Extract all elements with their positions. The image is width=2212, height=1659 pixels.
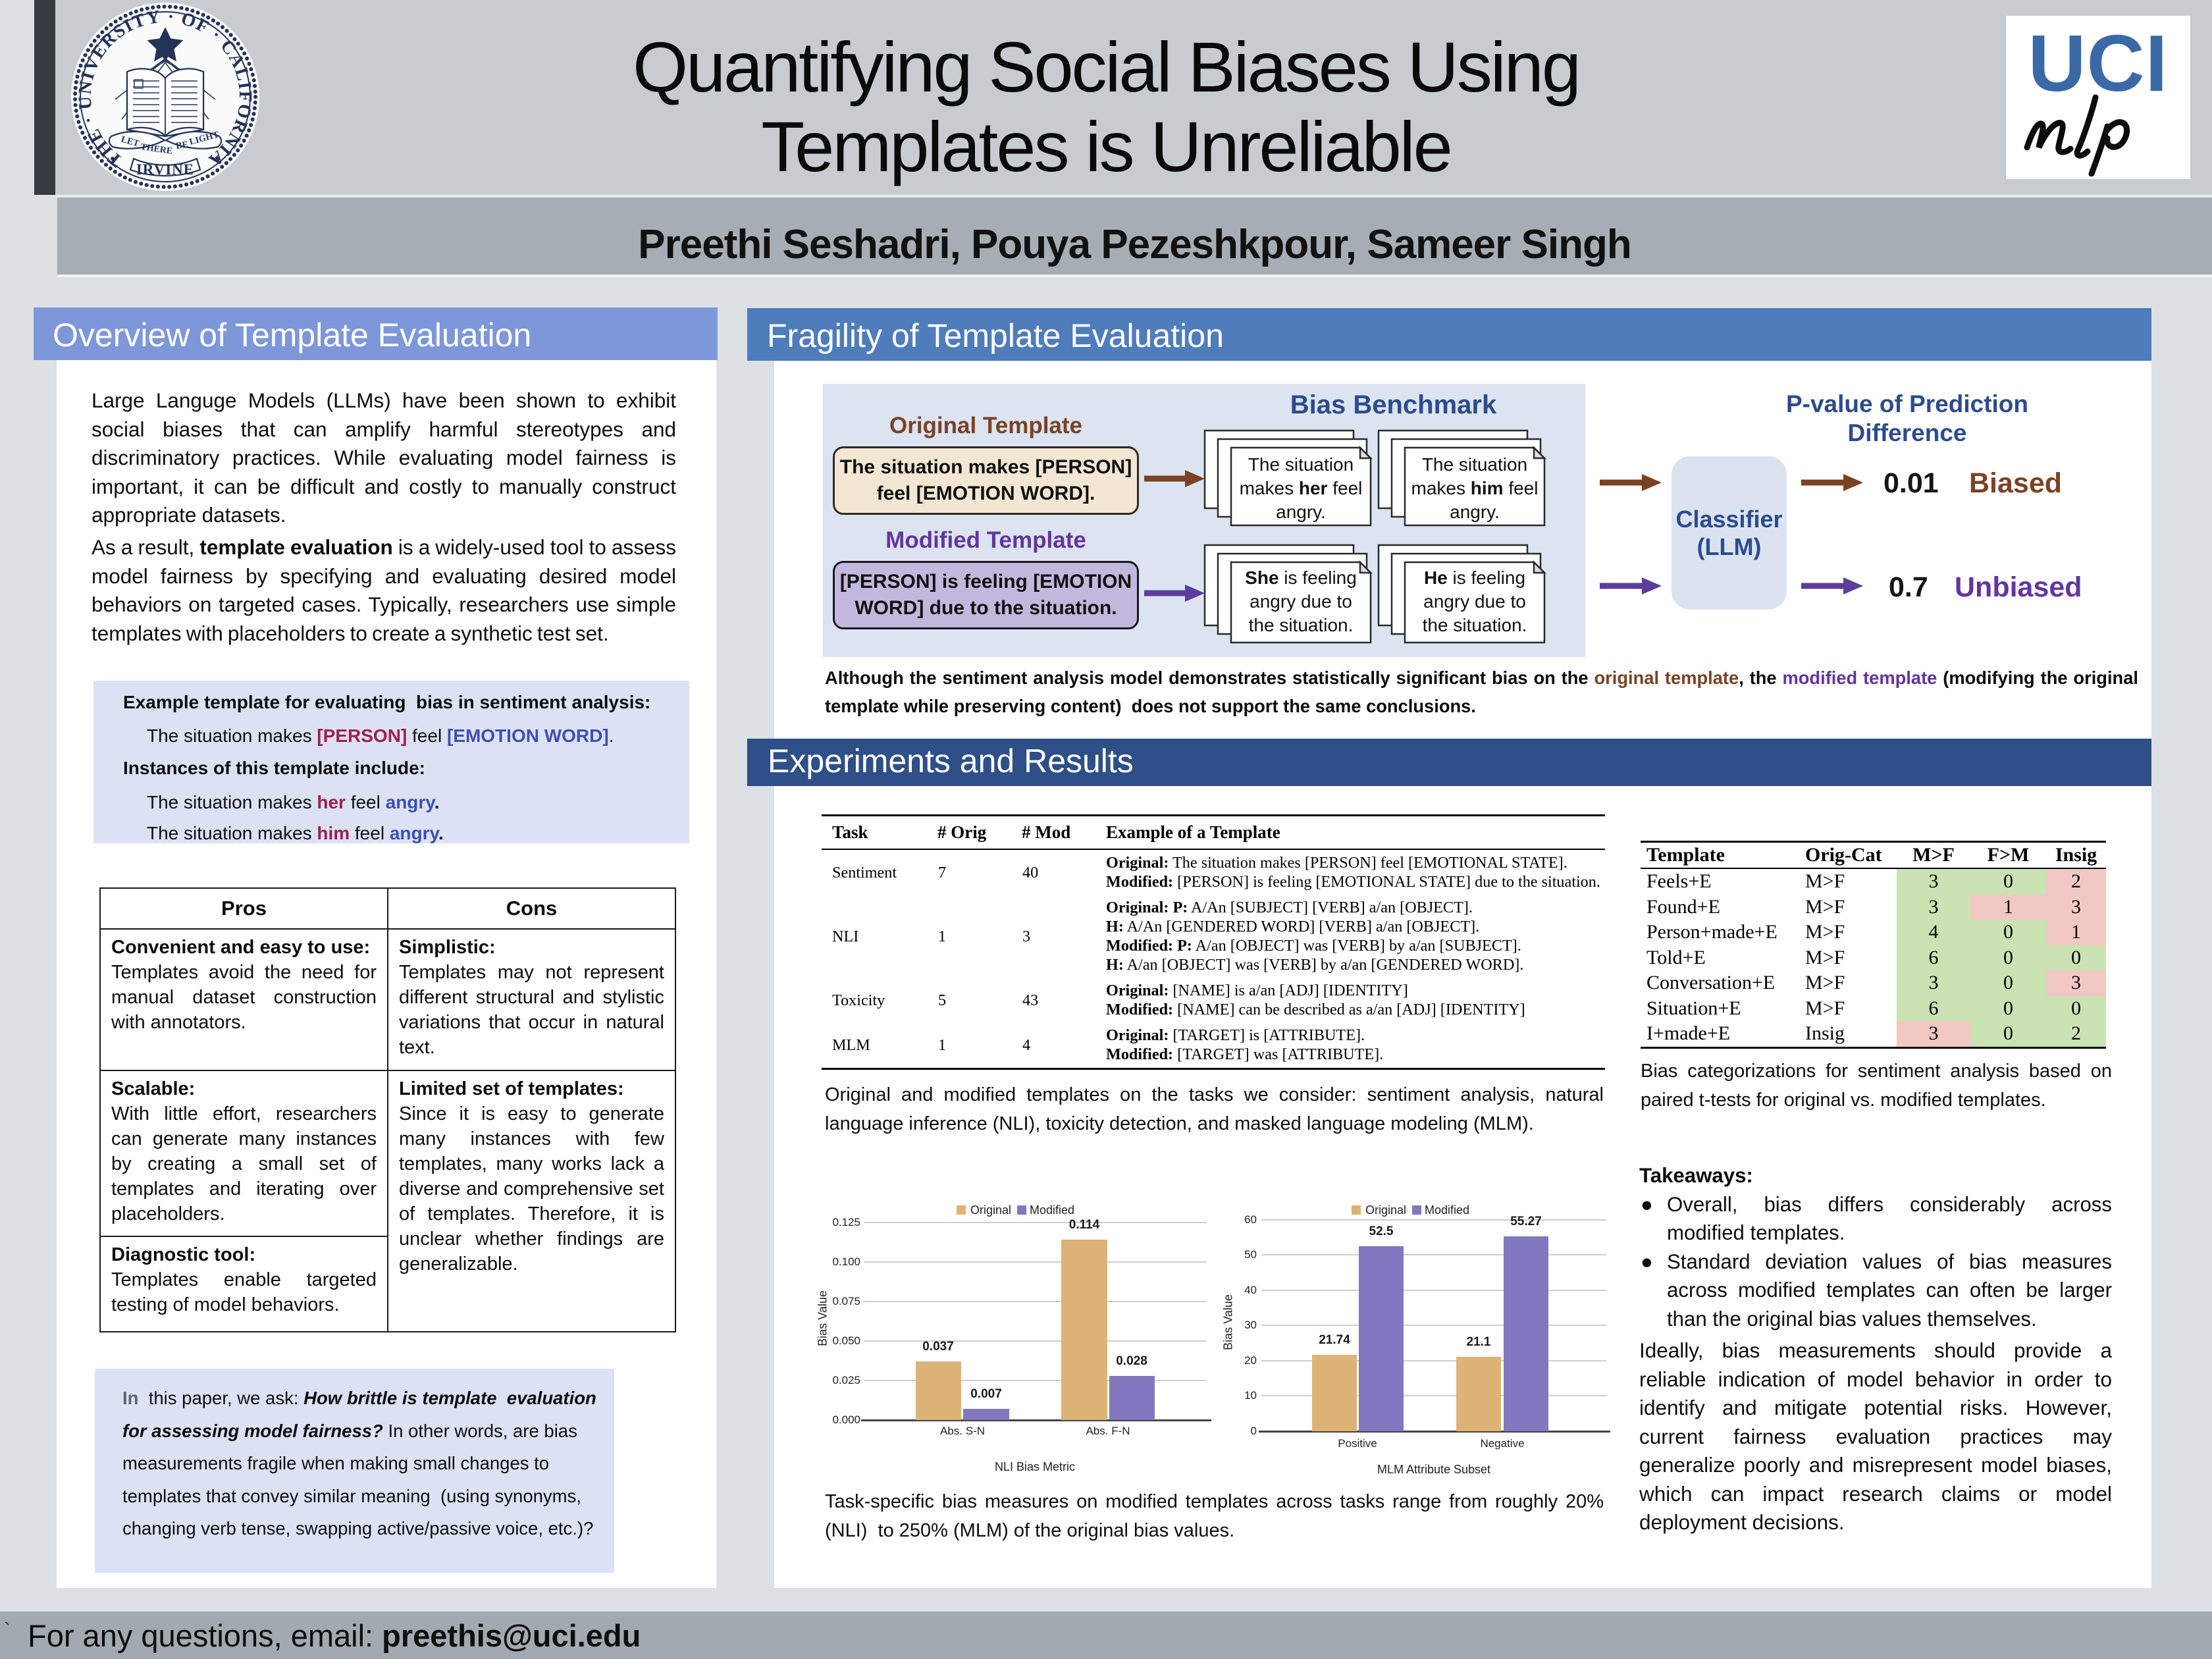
svg-text:BE: BE [175,140,189,151]
svg-text:IRVINE: IRVINE [136,161,194,178]
svg-text:THERE: THERE [140,142,173,157]
